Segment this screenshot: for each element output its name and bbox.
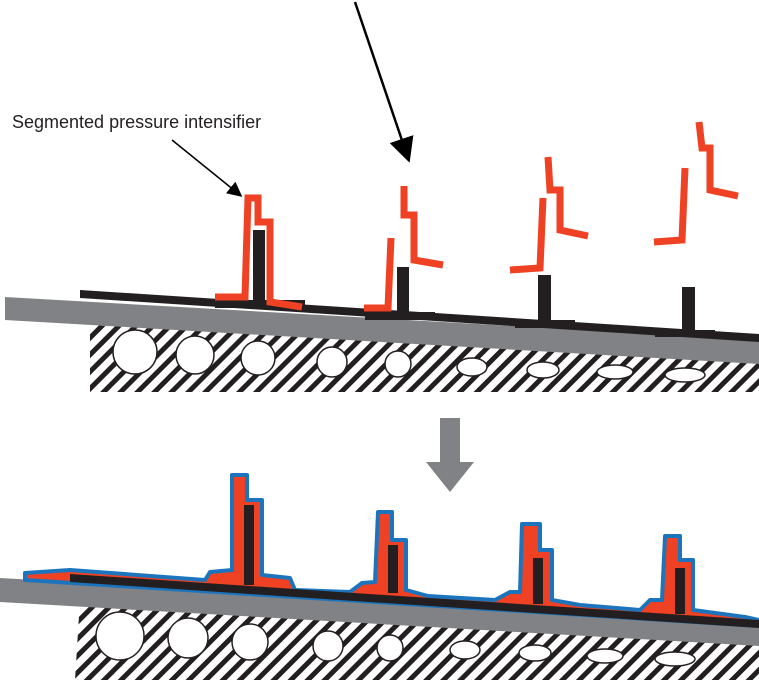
label-arrow [171,139,243,197]
bottom-assembly [0,473,759,680]
pointer-arrow [353,1,414,163]
down-arrow [426,418,474,492]
top-assembly [5,121,759,392]
label: Segmented pressure intensifier [12,112,261,132]
